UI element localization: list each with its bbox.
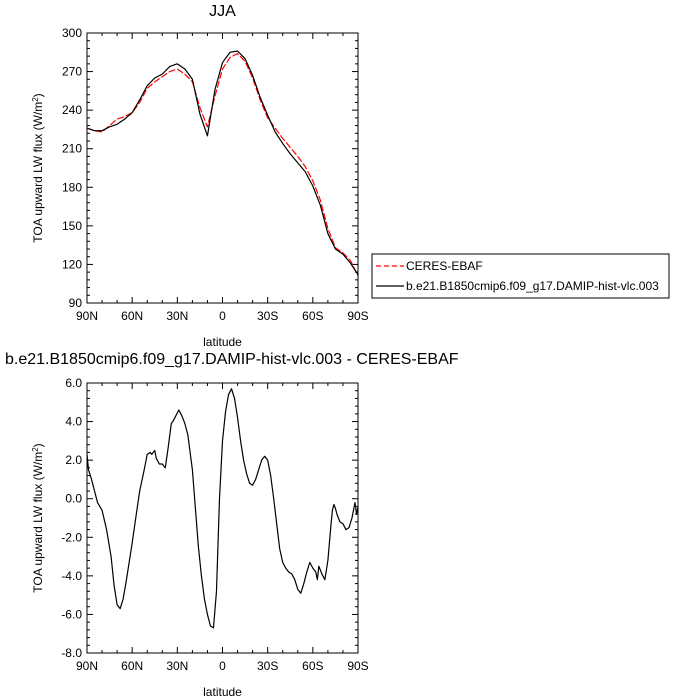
top-chart-panel: JJA 90 120 150 180 210 240 270 300 90N 60N 30N 0 30…: [31, 3, 670, 349]
bottom-chart-panel: b.e21.B1850cmip6.f09_g17.DAMIP-hist-vlc.…: [5, 351, 459, 699]
bottom-series-line-0: [87, 388, 358, 629]
top-y-tick-label: 150: [62, 219, 82, 233]
bottom-y-tick-labels: -8.0 -6.0 -4.0 -2.0 0.0 2.0 4.0 6.0: [61, 376, 82, 660]
bottom-x-tick-label: 30N: [166, 659, 188, 673]
bottom-x-axis-label: latitude: [203, 685, 242, 699]
bottom-x-tick-label: 90S: [347, 659, 368, 673]
top-x-axis-label: latitude: [203, 335, 242, 349]
bottom-x-tick-label: 60S: [302, 659, 323, 673]
top-series-line-0: [87, 52, 358, 277]
bottom-y-tick-label: -4.0: [61, 569, 82, 583]
top-x-tick-label: 30S: [257, 309, 278, 323]
top-x-tick-label: 90S: [347, 309, 368, 323]
top-y-tick-label: 210: [62, 142, 82, 156]
legend-label-ceres: CERES-EBAF: [406, 259, 483, 273]
top-x-tick-label: 60N: [121, 309, 143, 323]
bottom-y-tick-label: 4.0: [65, 415, 82, 429]
bottom-plot-frame: [86, 382, 359, 654]
top-y-axis-label: TOA upward LW flux (W/m2): [31, 93, 45, 242]
bottom-y-tick-label: -2.0: [61, 530, 82, 544]
top-y-tick-label: 240: [62, 103, 82, 117]
top-x-tick-label: 0: [219, 309, 226, 323]
legend-label-model: b.e21.B1850cmip6.f09_g17.DAMIP-hist-vlc.…: [406, 279, 659, 293]
top-y-axis-label-main: TOA upward LW flux (W/m: [31, 102, 45, 243]
bottom-x-tick-label: 30S: [257, 659, 278, 673]
top-plot-frame: [86, 32, 359, 304]
top-x-tick-label: 30N: [166, 309, 188, 323]
bottom-x-tick-label: 90N: [76, 659, 98, 673]
top-x-tick-label: 60S: [302, 309, 323, 323]
bottom-y-tick-label: 0.0: [65, 492, 82, 506]
top-series-lines: [87, 50, 358, 277]
top-axis-ticks: [86, 32, 359, 304]
bottom-y-tick-label: 6.0: [65, 376, 82, 390]
legend-box: [371, 253, 670, 299]
bottom-y-axis-label: TOA upward LW flux (W/m2): [31, 443, 45, 592]
bottom-y-tick-label: -6.0: [61, 607, 82, 621]
bottom-y-tick-label: 2.0: [65, 453, 82, 467]
bottom-chart-title: b.e21.B1850cmip6.f09_g17.DAMIP-hist-vlc.…: [5, 351, 459, 368]
top-y-tick-label: 180: [62, 180, 82, 194]
top-y-tick-label: 90: [69, 296, 83, 310]
legend: CERES-EBAF b.e21.B1850cmip6.f09_g17.DAMI…: [371, 253, 670, 299]
top-y-axis-label-close: ): [31, 93, 45, 97]
top-x-tick-labels: 90N 60N 30N 0 30S 60S 90S: [76, 309, 369, 323]
bottom-y-axis-label-close: ): [31, 443, 45, 447]
top-y-tick-label: 300: [62, 26, 82, 40]
top-chart-title: JJA: [209, 3, 236, 20]
top-y-tick-label: 270: [62, 65, 82, 79]
bottom-x-tick-labels: 90N 60N 30N 0 30S 60S 90S: [76, 659, 369, 673]
top-y-tick-label: 120: [62, 257, 82, 271]
top-y-tick-labels: 90 120 150 180 210 240 270 300: [62, 26, 82, 310]
bottom-y-axis-label-main: TOA upward LW flux (W/m: [31, 452, 45, 593]
bottom-axis-ticks: [86, 382, 359, 654]
bottom-x-tick-label: 0: [219, 659, 226, 673]
top-y-axis-label-sup: 2: [31, 97, 40, 102]
top-series-line-1: [87, 50, 358, 276]
top-x-tick-label: 90N: [76, 309, 98, 323]
bottom-y-axis-label-sup: 2: [31, 447, 40, 452]
bottom-y-tick-label: -8.0: [61, 646, 82, 660]
bottom-series-lines: [87, 388, 358, 629]
bottom-x-tick-label: 60N: [121, 659, 143, 673]
